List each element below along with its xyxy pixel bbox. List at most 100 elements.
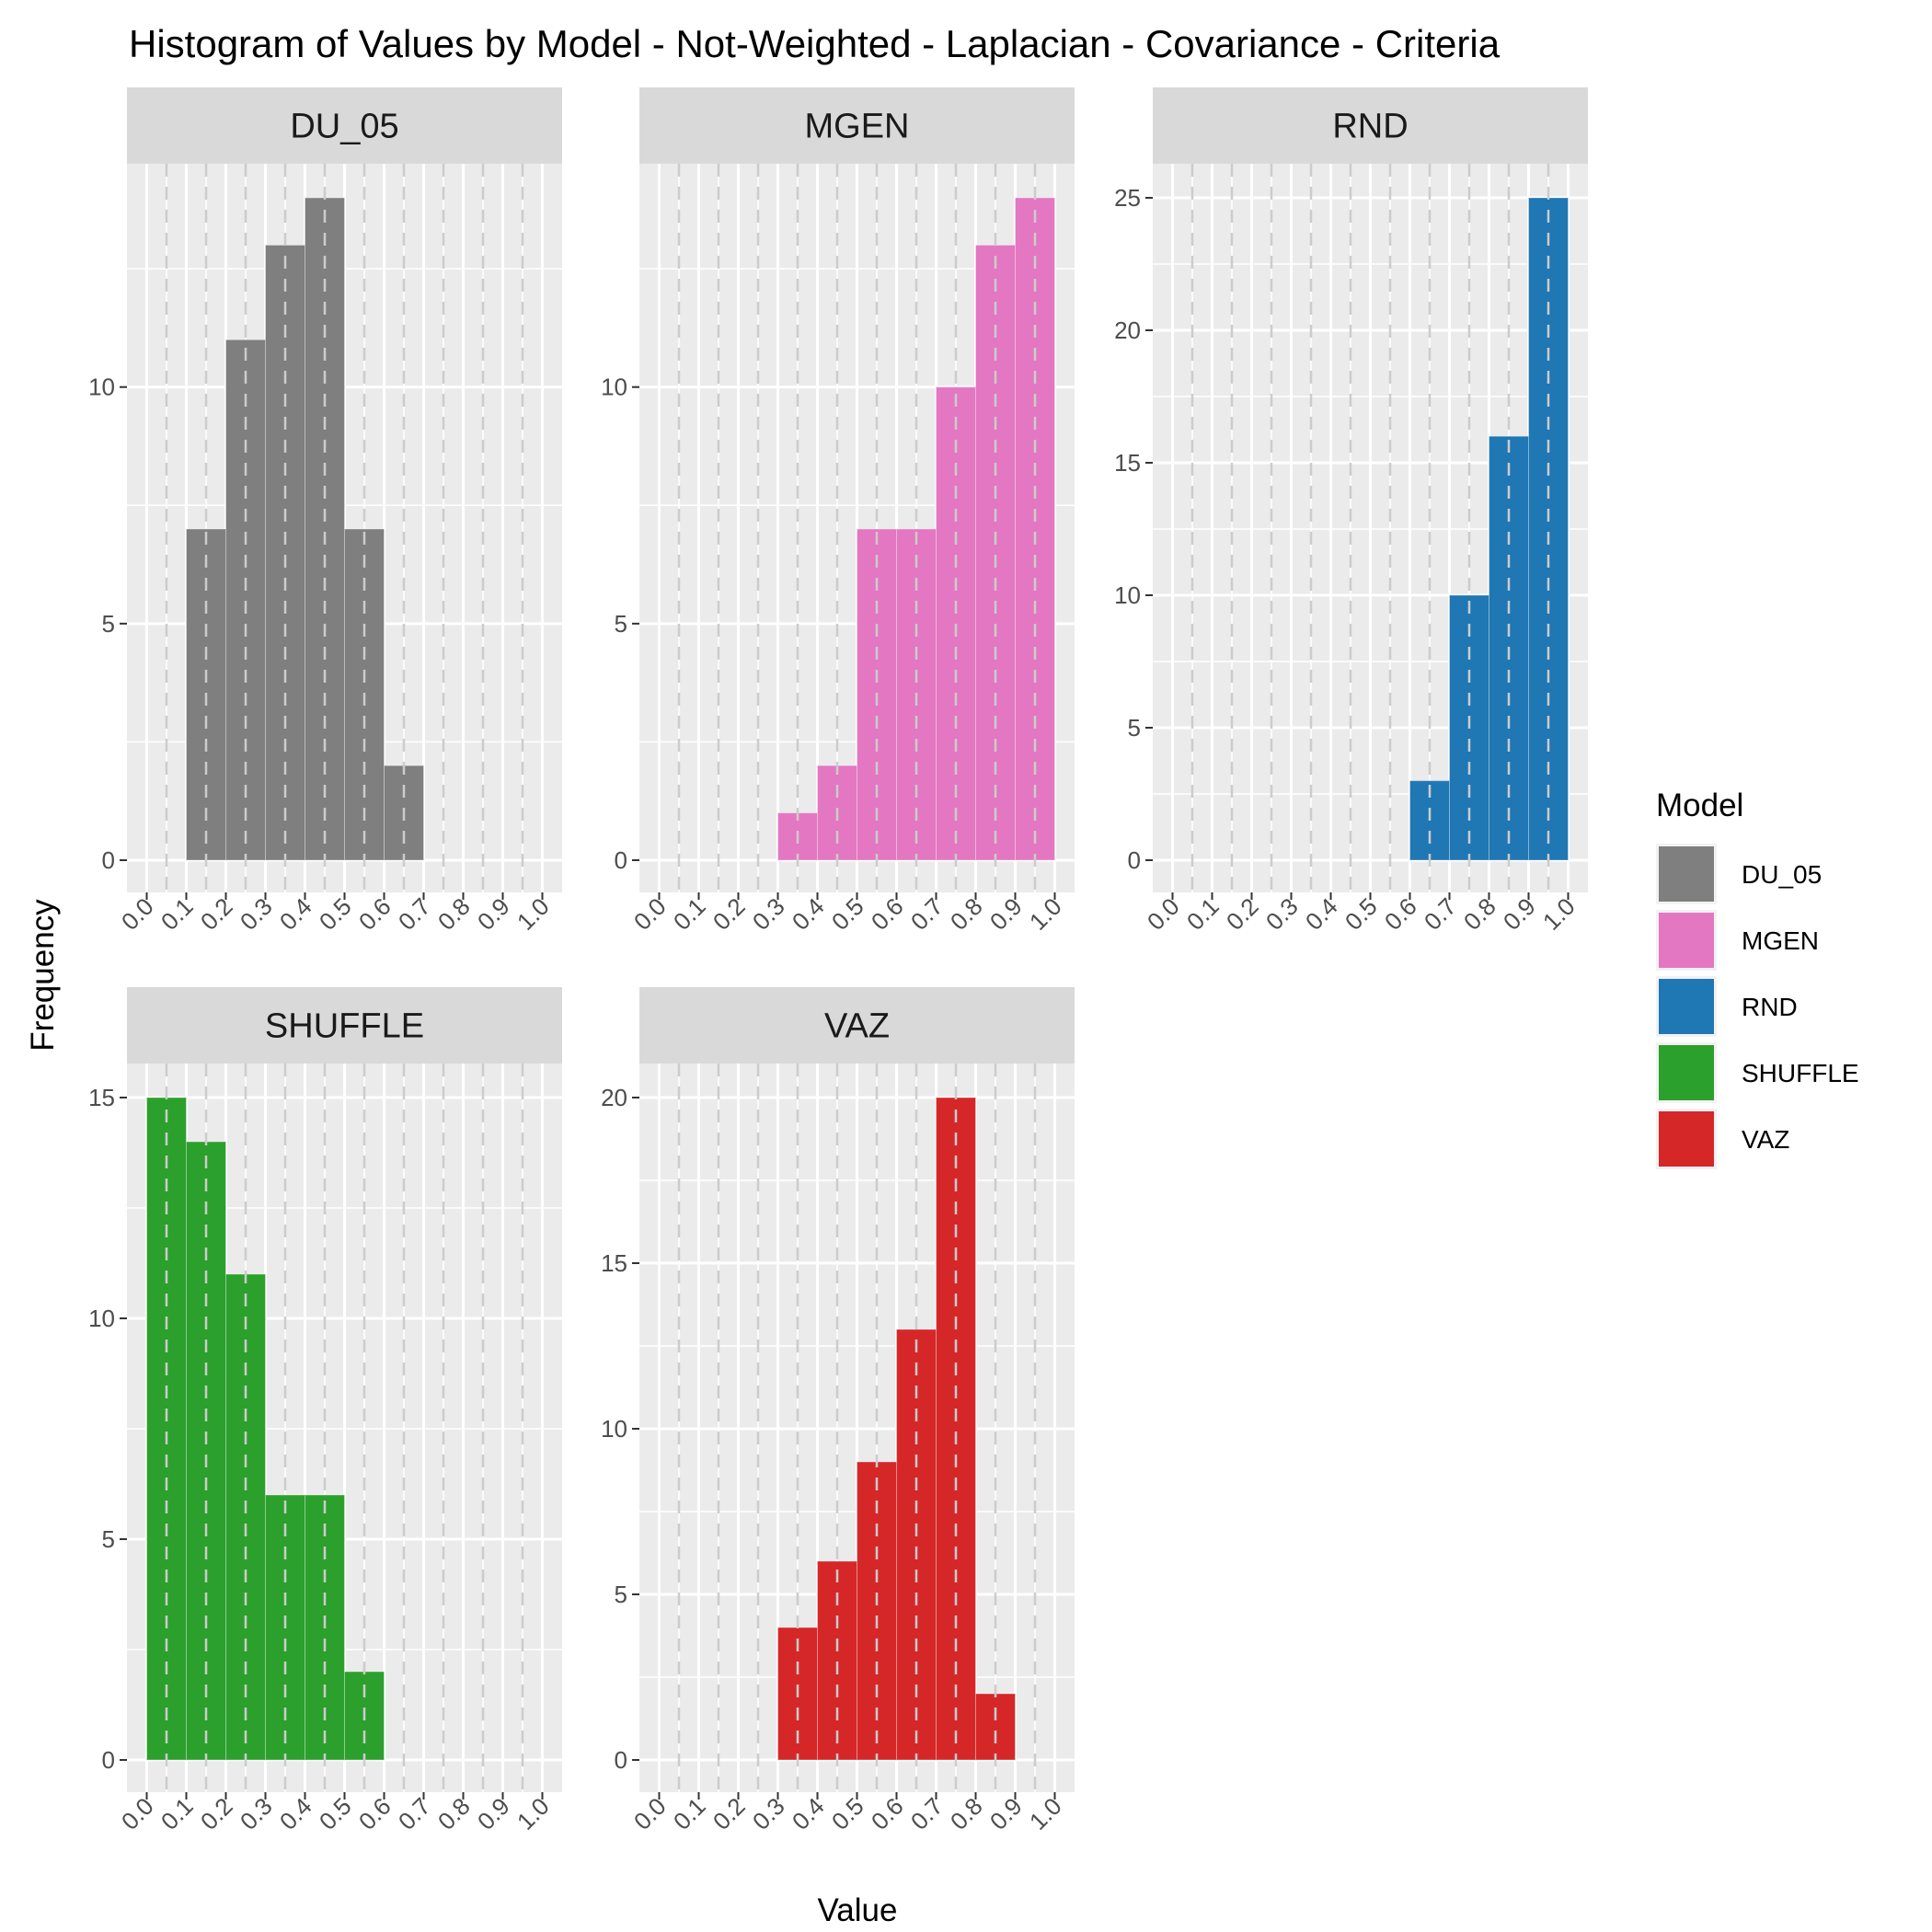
histogram-bar-du-05-3 [305, 197, 345, 861]
facet-strip-rnd [1153, 87, 1588, 164]
x-tick-label: 0.2 [707, 1792, 751, 1835]
x-tick-label: 0.7 [393, 892, 436, 936]
legend-label-vaz: VAZ [1742, 1125, 1789, 1154]
x-tick-label: 0.1 [1181, 892, 1225, 936]
y-tick-label: 10 [88, 1305, 115, 1332]
y-tick-label: 0 [102, 846, 115, 874]
legend-swatch-rnd [1659, 979, 1714, 1034]
x-tick-label: 0.2 [195, 892, 238, 936]
legend-label-rnd: RND [1742, 993, 1798, 1021]
legend-label-shuffle: SHUFFLE [1742, 1059, 1859, 1087]
x-tick-label: 1.0 [1024, 892, 1067, 936]
x-tick-label: 0.6 [353, 1792, 397, 1835]
x-tick-label: 0.9 [1498, 892, 1541, 936]
x-tick-label: 0.7 [1419, 892, 1462, 936]
y-tick-label: 5 [615, 1581, 627, 1608]
legend-swatch-du-05 [1659, 846, 1714, 902]
x-tick-label: 0.2 [707, 892, 751, 936]
x-tick-label: 0.9 [472, 1792, 515, 1835]
x-tick-label: 0.6 [866, 1792, 909, 1835]
legend-label-mgen: MGEN [1742, 926, 1819, 955]
x-tick-label: 0.8 [945, 1792, 988, 1835]
x-tick-label: 0.9 [984, 1792, 1028, 1835]
x-tick-label: 0.4 [787, 1792, 830, 1835]
x-tick-label: 0.5 [314, 892, 357, 936]
facet-strip-vaz [639, 987, 1075, 1064]
x-tick-label: 1.0 [512, 1792, 555, 1835]
x-tick-label: 0.8 [432, 892, 476, 936]
facet-panels: DU_0505100.00.10.20.30.40.50.60.70.80.91… [88, 87, 1588, 1835]
y-tick-label: 10 [601, 374, 627, 401]
panel-shuffle: SHUFFLE 0 5 10 15 0.00.10.20.30.40.50.60.70.8… [88, 987, 562, 1835]
x-tick-label: 0.5 [826, 892, 869, 936]
x-tick-label: 0.2 [195, 1792, 238, 1835]
legend-swatch-mgen [1659, 913, 1714, 968]
facet-strip-du-05 [127, 87, 562, 164]
x-tick-label: 0.6 [1379, 892, 1422, 936]
legend-label-du-05: DU_05 [1742, 860, 1822, 889]
chart-title: Histogram of Values by Model - Not-Weigh… [129, 22, 1501, 65]
histogram-bar-vaz-1 [817, 1560, 857, 1761]
facet-label-du-05: DU_05 [290, 108, 398, 146]
y-tick-label: 25 [1114, 184, 1141, 212]
y-tick-label: 15 [88, 1084, 115, 1111]
x-tick-label: 0.7 [905, 892, 949, 936]
panel-rnd: RND 0 5 10 15 20 25 0.00.10.20.30.40.50.60.70.8… [1114, 87, 1588, 936]
x-tick-label: 0.3 [1260, 892, 1304, 936]
x-tick-label: 0.4 [787, 892, 830, 936]
x-tick-label: 0.5 [826, 1792, 869, 1835]
x-tick-label: 0.0 [116, 1792, 159, 1835]
y-tick-label: 5 [615, 610, 627, 638]
x-tick-label: 0.0 [116, 892, 159, 936]
x-axis-title: Value [818, 1892, 898, 1928]
histogram-bar-mgen-6 [1015, 197, 1055, 861]
x-tick-label: 1.0 [512, 892, 555, 936]
facet-label-vaz: VAZ [824, 1007, 890, 1046]
x-tick-label: 0.3 [747, 892, 790, 936]
x-tick-label: 0.8 [432, 1792, 476, 1835]
y-tick-label: 10 [88, 374, 115, 401]
x-tick-label: 0.9 [984, 892, 1028, 936]
y-tick-label: 10 [1114, 581, 1141, 609]
panel-mgen: MGEN 0 5 10 0.00.10.20.30.40.50.60.70.80.91.… [601, 87, 1075, 936]
legend-swatch-vaz [1659, 1111, 1714, 1167]
facet-label-mgen: MGEN [805, 108, 910, 146]
y-axis-title: Frequency [25, 899, 61, 1052]
y-tick-label: 0 [102, 1746, 115, 1774]
x-tick-label: 0.9 [472, 892, 515, 936]
x-tick-label: 0.4 [274, 1792, 317, 1835]
panel-du-05: DU_05 0 5 10 0.00.10.20.30.40.50.60.70.80.91… [88, 87, 562, 936]
y-tick-label: 5 [1128, 714, 1141, 742]
x-tick-label: 0.1 [668, 892, 711, 936]
y-tick-label: 5 [102, 1525, 115, 1553]
x-tick-label: 0.5 [1340, 892, 1383, 936]
y-tick-label: 5 [102, 610, 115, 638]
x-tick-label: 1.0 [1024, 1792, 1067, 1835]
x-tick-label: 0.1 [155, 1792, 199, 1835]
x-tick-label: 0.8 [945, 892, 988, 936]
facet-strip-mgen [639, 87, 1075, 164]
x-tick-label: 0.0 [628, 892, 672, 936]
histogram-bar-shuffle-0 [146, 1097, 187, 1761]
y-tick-label: 20 [1114, 316, 1141, 344]
x-tick-label: 0.3 [235, 892, 278, 936]
x-tick-label: 0.5 [314, 1792, 357, 1835]
histogram-bar-rnd-3 [1528, 197, 1569, 861]
facet-strip-shuffle [127, 987, 562, 1064]
x-tick-label: 0.8 [1458, 892, 1501, 936]
x-tick-label: 0.7 [905, 1792, 949, 1835]
y-tick-label: 15 [1114, 449, 1141, 477]
facet-label-rnd: RND [1332, 108, 1408, 146]
x-tick-label: 0.3 [235, 1792, 278, 1835]
legend-swatch-shuffle [1659, 1045, 1714, 1100]
histogram-bar-vaz-5 [975, 1693, 1016, 1761]
x-tick-label: 0.6 [353, 892, 397, 936]
facet-label-shuffle: SHUFFLE [265, 1007, 424, 1046]
legend: Model DU_05 MGEN RND SHUFFLE VAZ [1656, 788, 1859, 1169]
x-tick-label: 0.0 [1142, 892, 1185, 936]
x-tick-label: 0.2 [1221, 892, 1264, 936]
y-tick-label: 0 [615, 1746, 627, 1774]
y-tick-label: 15 [601, 1249, 627, 1277]
y-tick-label: 20 [601, 1084, 627, 1111]
